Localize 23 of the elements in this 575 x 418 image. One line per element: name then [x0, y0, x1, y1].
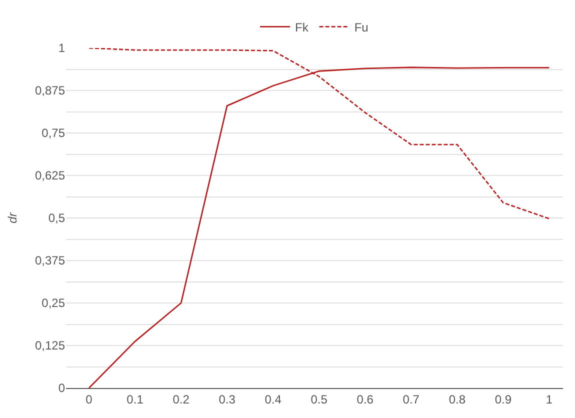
- x-tick-label: 1: [546, 392, 553, 406]
- x-tick-label: 0.2: [172, 392, 190, 406]
- legend-label: Fu: [354, 20, 368, 34]
- x-tick-label: 0.6: [356, 392, 374, 406]
- y-tick-label: 0,875: [34, 84, 66, 98]
- y-axis-title: dr: [5, 212, 20, 224]
- y-tick-label: 0: [58, 381, 66, 396]
- x-tick-label: 0.3: [218, 392, 236, 406]
- legend-label: Fk: [295, 20, 310, 34]
- x-tick-label: 0.5: [310, 392, 328, 406]
- y-tick-label: 1: [58, 41, 66, 56]
- x-tick-label: 0.1: [126, 392, 144, 406]
- x-tick-label: 0: [86, 392, 93, 406]
- x-tick-label: 0.9: [494, 392, 512, 406]
- x-tick-label: 0.4: [264, 392, 282, 406]
- y-tick-label: 0,125: [34, 338, 66, 353]
- x-tick-label: 0.7: [402, 392, 420, 406]
- y-tick-label: 0,5: [48, 211, 66, 226]
- y-tick-label: 0,375: [34, 254, 66, 268]
- y-tick-label: 0,625: [34, 168, 66, 183]
- x-tick-label: 0.8: [448, 392, 466, 406]
- y-tick-label: 0,75: [42, 126, 66, 140]
- y-tick-label: 0,25: [42, 296, 66, 310]
